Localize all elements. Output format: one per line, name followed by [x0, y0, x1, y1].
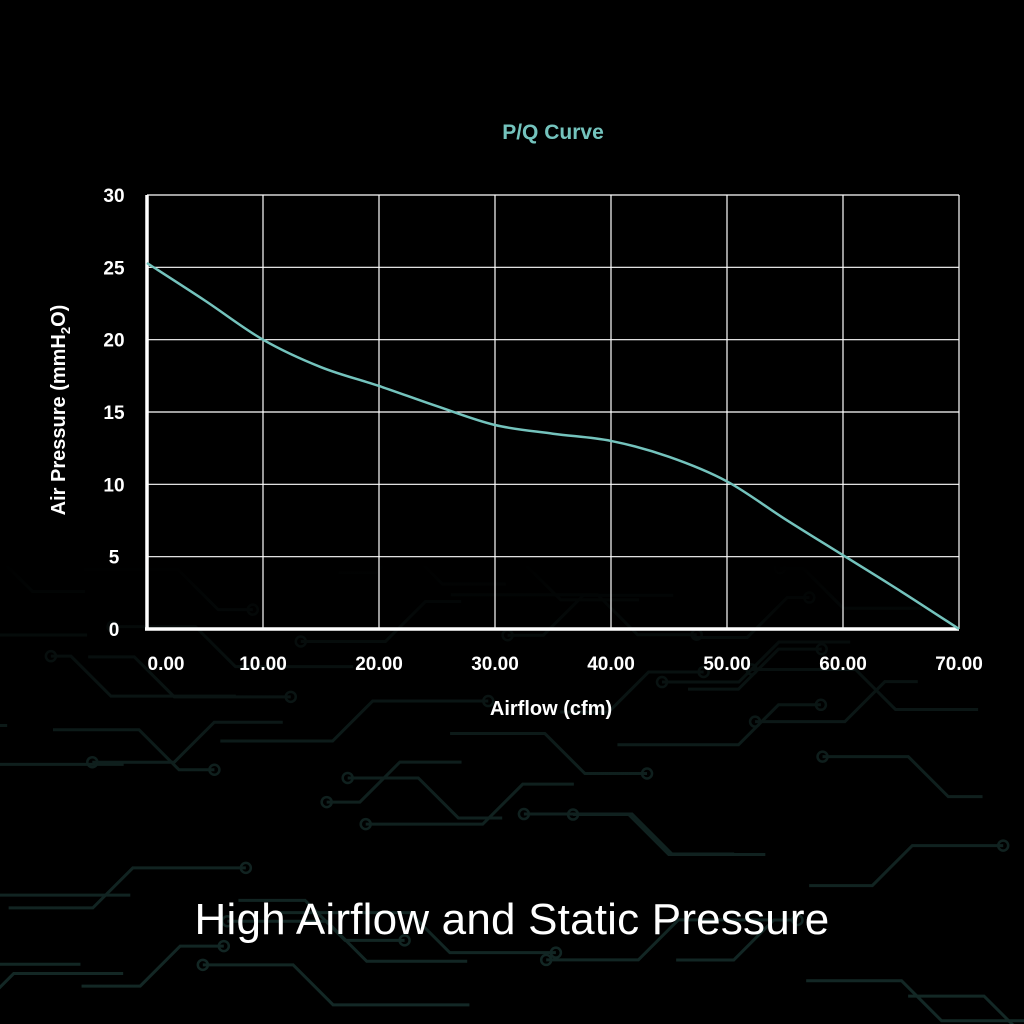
- x-tick-label: 20.00: [355, 654, 403, 675]
- chart-title: P/Q Curve: [502, 121, 604, 144]
- y-tick-label: 15: [103, 403, 125, 424]
- y-axis-title-main: Air Pressure (mmH: [48, 334, 70, 515]
- x-axis-ticks: 0.00 10.00 20.00 30.00 40.00 50.00 60.00 70.00: [148, 654, 983, 675]
- chart-grid: [147, 194, 960, 629]
- y-axis-title: Air Pressure (mmH2O): [48, 305, 73, 516]
- series-line: [146, 261, 960, 631]
- x-tick-label: 50.00: [703, 654, 751, 675]
- x-axis-title: Airflow (cfm): [490, 698, 612, 720]
- y-tick-label: 0: [109, 620, 120, 641]
- x-tick-label: 10.00: [239, 654, 287, 675]
- y-tick-label: 20: [103, 331, 124, 352]
- x-tick-label: 60.00: [819, 654, 867, 675]
- y-axis-title-subscript: 2: [58, 327, 73, 334]
- headline: High Airflow and Static Pressure: [194, 895, 830, 944]
- y-tick-label: 25: [103, 258, 125, 279]
- x-tick-label: 40.00: [587, 654, 635, 675]
- x-tick-label: 30.00: [471, 654, 519, 675]
- x-tick-label: 70.00: [935, 654, 983, 675]
- chart-axes: [145, 195, 959, 631]
- x-tick-label: 0.00: [148, 654, 185, 675]
- y-tick-label: 10: [103, 475, 124, 496]
- y-tick-label: 5: [109, 548, 120, 569]
- y-axis-title-tail: O): [48, 305, 70, 327]
- y-axis-ticks: 0 5 10 15 20 25 30: [103, 186, 125, 641]
- y-tick-label: 30: [103, 186, 124, 207]
